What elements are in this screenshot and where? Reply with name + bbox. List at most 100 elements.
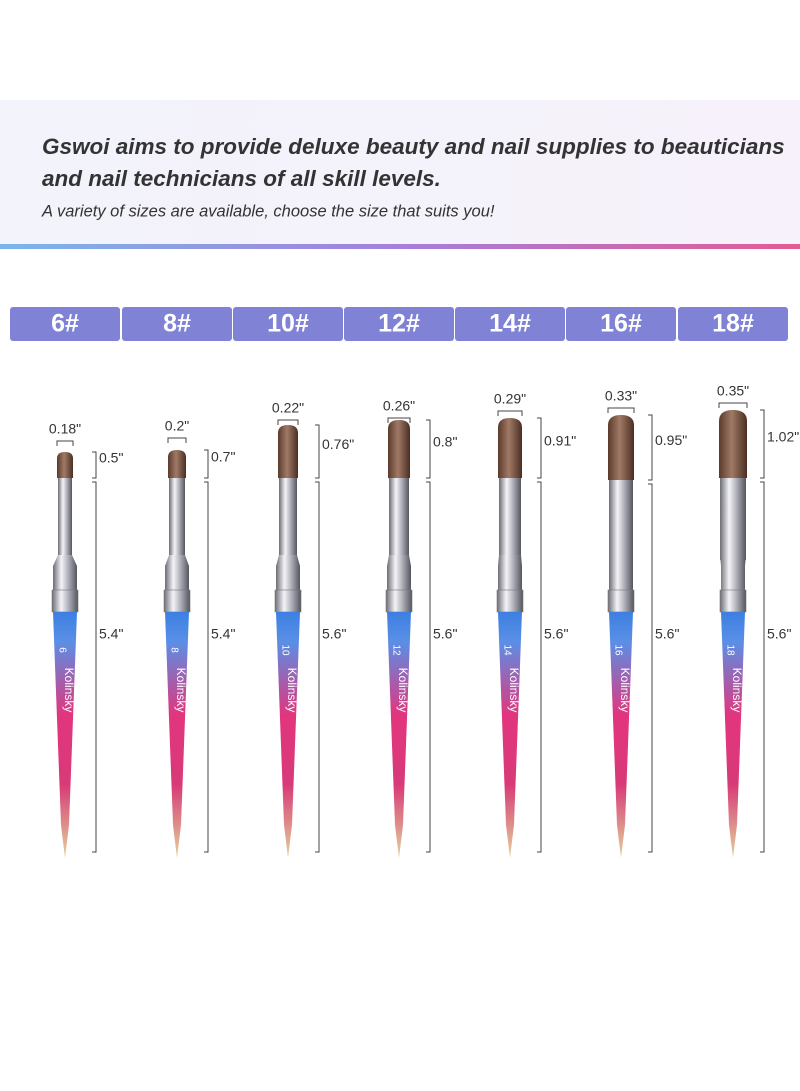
- ferrule-collar: [720, 555, 746, 592]
- handle: [387, 612, 411, 858]
- handle-length-bracket: [92, 481, 97, 853]
- head-length-bracket: [648, 414, 653, 481]
- size-badge: [455, 307, 565, 341]
- header-band: [0, 100, 800, 246]
- handle: [609, 612, 633, 858]
- handle-length: 5.4": [211, 626, 235, 642]
- size-label: 18#: [712, 310, 754, 338]
- handle-length-bracket: [537, 481, 542, 853]
- ferrule: [720, 474, 746, 560]
- handle-number: 14: [501, 644, 512, 656]
- ferrule-collar: [276, 555, 300, 592]
- ferrule: [169, 474, 185, 560]
- metal-band: [607, 589, 635, 613]
- head-length: 0.91": [544, 433, 576, 449]
- size-label: 12#: [378, 310, 420, 338]
- metal-band: [51, 589, 79, 613]
- handle-length-bracket: [648, 483, 653, 853]
- handle-brand: Kolinsky: [396, 668, 410, 713]
- head-length: 0.95": [655, 432, 687, 448]
- handle-brand: Kolinsky: [62, 668, 76, 713]
- head-width: 0.35": [717, 383, 749, 399]
- handle-length-bracket: [426, 481, 431, 853]
- handle-length: 5.6": [322, 626, 346, 642]
- brush-head: [278, 425, 298, 478]
- size-badge: [233, 307, 343, 341]
- handle: [53, 612, 77, 858]
- handle-brand: Kolinsky: [618, 668, 632, 713]
- handle-number: 6: [56, 647, 67, 653]
- handle-length-bracket: [315, 481, 320, 853]
- head-length-bracket: [315, 424, 320, 479]
- ferrule-collar: [53, 555, 77, 592]
- handle-number: 10: [279, 644, 290, 656]
- head-width: 0.33": [605, 388, 637, 404]
- width-bracket: [387, 417, 411, 423]
- width-bracket: [497, 410, 523, 416]
- brush-head: [498, 418, 522, 478]
- title-line: and nail technicians of all skill levels…: [42, 166, 441, 191]
- header-rule: [0, 244, 800, 249]
- size-label: 14#: [489, 310, 531, 338]
- handle: [721, 612, 745, 858]
- ferrule: [609, 476, 633, 560]
- handle-number: 18: [724, 644, 735, 656]
- handle-number: 8: [168, 647, 179, 653]
- width-bracket: [718, 402, 748, 408]
- size-badge: [678, 307, 788, 341]
- title-line: Gswoi aims to provide deluxe beauty and …: [42, 134, 785, 159]
- size-label: 8#: [163, 310, 191, 338]
- handle-length-bracket: [760, 481, 765, 853]
- ferrule-collar: [498, 555, 522, 592]
- head-length: 0.8": [433, 434, 457, 450]
- ferrule: [58, 474, 72, 560]
- metal-band: [163, 589, 191, 613]
- handle-length: 5.6": [655, 626, 679, 642]
- handle-number: 16: [612, 644, 623, 656]
- width-bracket: [56, 440, 74, 446]
- width-bracket: [607, 407, 635, 413]
- handle-brand: Kolinsky: [507, 668, 521, 713]
- metal-band: [496, 589, 524, 613]
- head-length: 0.7": [211, 449, 235, 465]
- head-width: 0.29": [494, 391, 526, 407]
- brush-head: [388, 420, 410, 478]
- handle-length: 5.6": [433, 626, 457, 642]
- size-label: 6#: [51, 310, 79, 338]
- head-width: 0.26": [383, 398, 415, 414]
- metal-band: [385, 589, 413, 613]
- handle-length: 5.6": [767, 626, 791, 642]
- size-label: 10#: [267, 310, 309, 338]
- handle-length-bracket: [204, 481, 209, 853]
- head-width: 0.2": [165, 418, 189, 434]
- size-badge: [344, 307, 454, 341]
- handle: [498, 612, 522, 858]
- handle: [276, 612, 300, 858]
- head-length: 0.5": [99, 450, 123, 466]
- handle: [165, 612, 189, 858]
- handle-brand: Kolinsky: [174, 668, 188, 713]
- ferrule-collar: [609, 555, 633, 592]
- brush-head: [608, 415, 634, 480]
- width-bracket: [277, 419, 299, 425]
- metal-band: [274, 589, 302, 613]
- size-badge: [122, 307, 232, 341]
- handle-brand: Kolinsky: [285, 668, 299, 713]
- brush-head: [719, 410, 747, 478]
- head-length-bracket: [426, 419, 431, 479]
- head-length-bracket: [760, 409, 765, 479]
- brushes: 6# 6 Kolinsky 0.18" 0.5" 5.4" 8# 8 Kolinsky 0.2" 0…: [10, 307, 799, 858]
- subtitle: A variety of sizes are available, choose…: [41, 202, 495, 220]
- brush-head: [57, 452, 73, 478]
- ferrule-collar: [165, 555, 189, 592]
- handle-brand: Kolinsky: [730, 668, 744, 713]
- head-width: 0.22": [272, 400, 304, 416]
- size-badge: [566, 307, 676, 341]
- head-length-bracket: [92, 451, 97, 479]
- ferrule: [389, 474, 409, 560]
- head-length: 0.76": [322, 436, 354, 452]
- handle-number: 12: [390, 644, 401, 656]
- ferrule-collar: [387, 555, 411, 592]
- head-length-bracket: [204, 449, 209, 479]
